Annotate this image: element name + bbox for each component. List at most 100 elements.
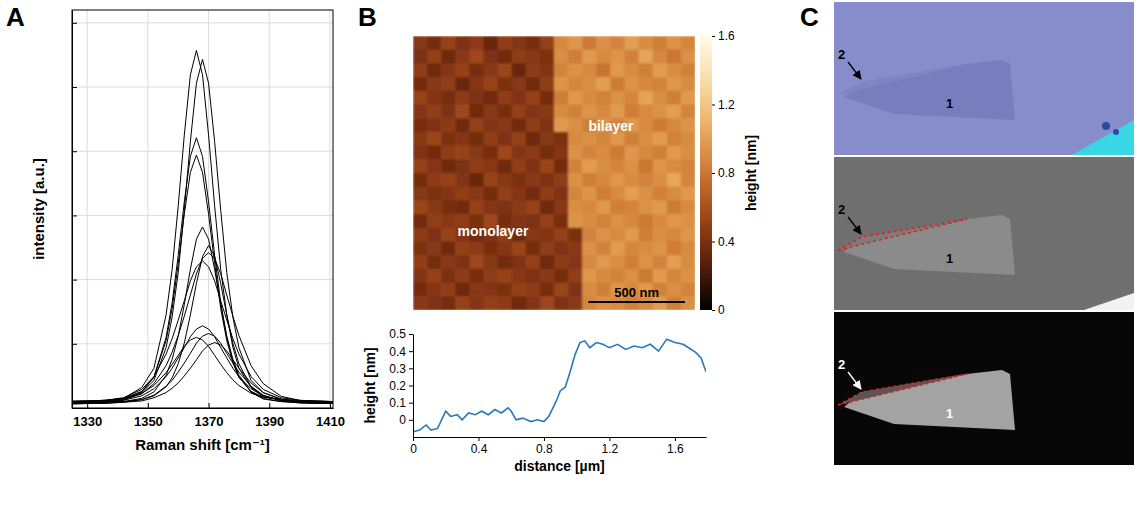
- color-axis-tick-mark: [712, 36, 715, 37]
- heatmap-cell: [568, 214, 583, 228]
- color-axis-tick: 1.6: [712, 29, 735, 43]
- heatmap-cell: [441, 36, 456, 50]
- heatmap-cell: [484, 77, 499, 91]
- heatmap-cell: [667, 91, 682, 105]
- heatmap-cell: [625, 159, 640, 173]
- heatmap-cell: [667, 173, 682, 187]
- x-axis-tick: 1370: [195, 403, 224, 429]
- heatmap-cell: [554, 187, 569, 201]
- heatmap-cell: [498, 255, 513, 269]
- heatmap-cell: [667, 63, 682, 77]
- heatmap-cell: [540, 242, 555, 256]
- micrograph-background: [834, 312, 1134, 465]
- region-number: 2: [838, 357, 845, 372]
- y-axis-tick-label: 0.5: [389, 327, 406, 341]
- panel-b-map: 500 nmmonolayerbilayer00.40.81.21.6heigh…: [413, 29, 759, 317]
- y-axis-tick: 0: [399, 413, 413, 427]
- x-axis-tick-label: 0: [410, 442, 417, 456]
- heatmap-cell: [427, 255, 442, 269]
- heatmap-cell: [625, 187, 640, 201]
- heatmap-cell: [681, 228, 695, 242]
- panel-label: A: [6, 2, 25, 32]
- x-axis-tick-label: 1390: [255, 414, 284, 429]
- heatmap-cell: [413, 132, 428, 146]
- x-axis-tick-label: 0.8: [536, 442, 553, 456]
- heatmap-cell: [596, 63, 611, 77]
- heatmap-cell: [455, 269, 470, 283]
- x-axis-tick-mark: [675, 437, 676, 441]
- y-axis-tick-mark: [409, 334, 413, 335]
- color-axis-tick-label: 0.8: [718, 166, 735, 180]
- heatmap-cell: [469, 173, 484, 187]
- heatmap-cell: [526, 187, 541, 201]
- heatmap-cell: [639, 269, 654, 283]
- heatmap-cell: [512, 159, 527, 173]
- heatmap-cell: [469, 118, 484, 132]
- heatmap-cell: [469, 255, 484, 269]
- heatmap-cell: [568, 187, 583, 201]
- heatmap-cell: [639, 159, 654, 173]
- heatmap-cell: [625, 132, 640, 146]
- heatmap-cell: [554, 63, 569, 77]
- heatmap-cell: [526, 105, 541, 119]
- y-axis-tick-mark: [409, 368, 413, 369]
- heatmap-cell: [554, 146, 569, 160]
- heatmap-cell: [427, 200, 442, 214]
- arrow: [848, 62, 861, 79]
- heatmap-cell: [667, 187, 682, 201]
- heatmap-cell: [568, 200, 583, 214]
- heatmap-cell: [667, 214, 682, 228]
- heatmap-cell: [469, 105, 484, 119]
- flake-region-1: [844, 60, 1015, 120]
- heatmap-cell: [498, 200, 513, 214]
- heatmap-cell: [441, 200, 456, 214]
- heatmap-cell: [639, 214, 654, 228]
- heatmap-cell: [554, 36, 569, 50]
- heatmap-cell: [526, 269, 541, 283]
- heatmap-cell: [639, 77, 654, 91]
- heatmap-cell: [484, 146, 499, 160]
- y-axis-tick: 0.1: [389, 396, 413, 410]
- heatmap-cell: [582, 255, 597, 269]
- heatmap-cell: [582, 283, 597, 297]
- heatmap-cell: [498, 118, 513, 132]
- micrograph: 21: [834, 312, 1134, 465]
- grid-line: [72, 22, 333, 23]
- x-axis-tick-label: 1.2: [602, 442, 619, 456]
- x-axis-tick: 0.8: [536, 437, 553, 456]
- heatmap-cell: [625, 77, 640, 91]
- heatmap-cell: [596, 36, 611, 50]
- heatmap-cell: [681, 269, 695, 283]
- heatmap-cell: [667, 36, 682, 50]
- heatmap-cell: [498, 146, 513, 160]
- grid-line: [329, 10, 330, 408]
- heatmap-cell: [498, 77, 513, 91]
- heatmap-cell: [568, 63, 583, 77]
- heatmap-cell: [469, 187, 484, 201]
- color-axis-tick: 0.4: [712, 235, 735, 249]
- heatmap-cell: [469, 283, 484, 297]
- heatmap-cell: [427, 91, 442, 105]
- heatmap-cell: [653, 63, 668, 77]
- color-axis-tick-mark: [712, 242, 715, 243]
- heatmap-cell: [469, 77, 484, 91]
- y-axis-tick-mark: [409, 420, 413, 421]
- heatmap-cell: [540, 146, 555, 160]
- heatmap-cell: [498, 242, 513, 256]
- heatmap-cell: [653, 200, 668, 214]
- heatmap-cell: [413, 173, 428, 187]
- heatmap-cell: [610, 228, 625, 242]
- heatmap-cell: [512, 105, 527, 119]
- x-axis-tick-label: 1410: [316, 414, 345, 429]
- heatmap-cell: [540, 296, 555, 310]
- x-axis-tick-mark: [330, 403, 331, 408]
- heatmap-cell: [625, 105, 640, 119]
- heatmap-cell: [554, 50, 569, 64]
- heatmap-cell: [610, 50, 625, 64]
- heatmap-cell: [653, 50, 668, 64]
- heatmap-cell: [526, 36, 541, 50]
- heatmap-cell: [413, 50, 428, 64]
- heatmap-cell: [512, 50, 527, 64]
- heatmap: [413, 36, 695, 310]
- heatmap-cell: [568, 228, 583, 242]
